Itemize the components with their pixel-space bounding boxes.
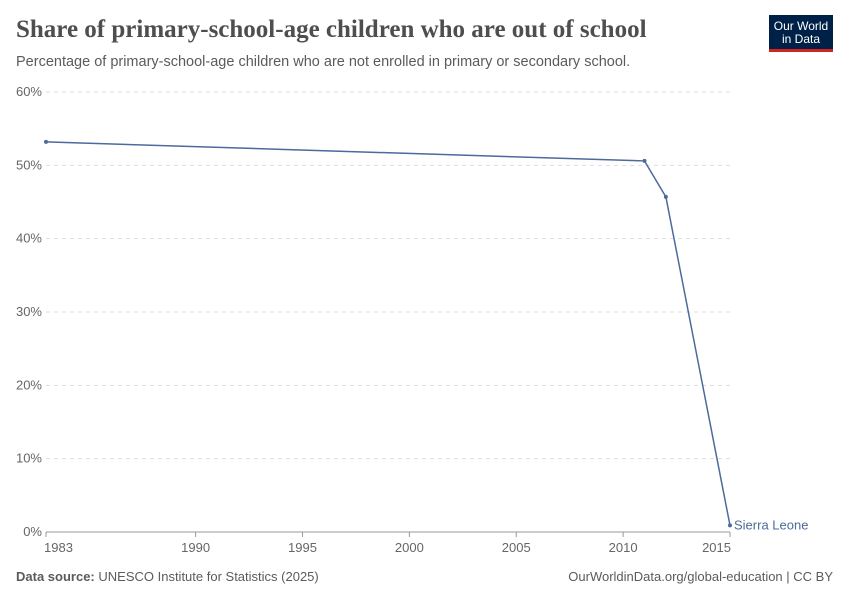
chart-subtitle: Percentage of primary-school-age childre… <box>16 54 631 70</box>
x-tick-label: 1990 <box>181 540 210 555</box>
y-tick-label: 0% <box>23 524 42 539</box>
data-point <box>642 158 647 163</box>
x-tick-label: 1983 <box>44 540 73 555</box>
y-tick-label: 20% <box>16 377 42 392</box>
footer-link[interactable]: OurWorldinData.org/global-education | CC… <box>568 569 833 584</box>
logo-line2: in Data <box>781 32 821 46</box>
y-tick-label: 40% <box>16 231 42 246</box>
x-tick-label: 2000 <box>395 540 424 555</box>
x-tick-label: 2015 <box>702 540 731 555</box>
y-tick-label: 30% <box>16 304 42 319</box>
logo-line1: Our World <box>773 19 829 33</box>
owid-logo[interactable]: Our World in Data <box>769 15 833 52</box>
series-line <box>45 141 731 526</box>
y-tick-label: 10% <box>16 451 42 466</box>
series-label: Sierra Leone <box>734 517 808 532</box>
y-tick-label: 60% <box>16 84 42 99</box>
source-text[interactable]: UNESCO Institute for Statistics (2025) <box>98 569 319 584</box>
data-point <box>728 523 732 528</box>
data-source: Data source: UNESCO Institute for Statis… <box>16 569 319 584</box>
data-point <box>44 139 48 144</box>
data-point <box>663 194 668 199</box>
x-tick-label: 1995 <box>288 540 317 555</box>
chart-title: Share of primary-school-age children who… <box>16 16 647 43</box>
y-tick-label: 50% <box>16 157 42 172</box>
source-label: Data source: <box>16 569 95 584</box>
x-tick-label: 2010 <box>609 540 638 555</box>
x-tick-label: 2005 <box>502 540 531 555</box>
